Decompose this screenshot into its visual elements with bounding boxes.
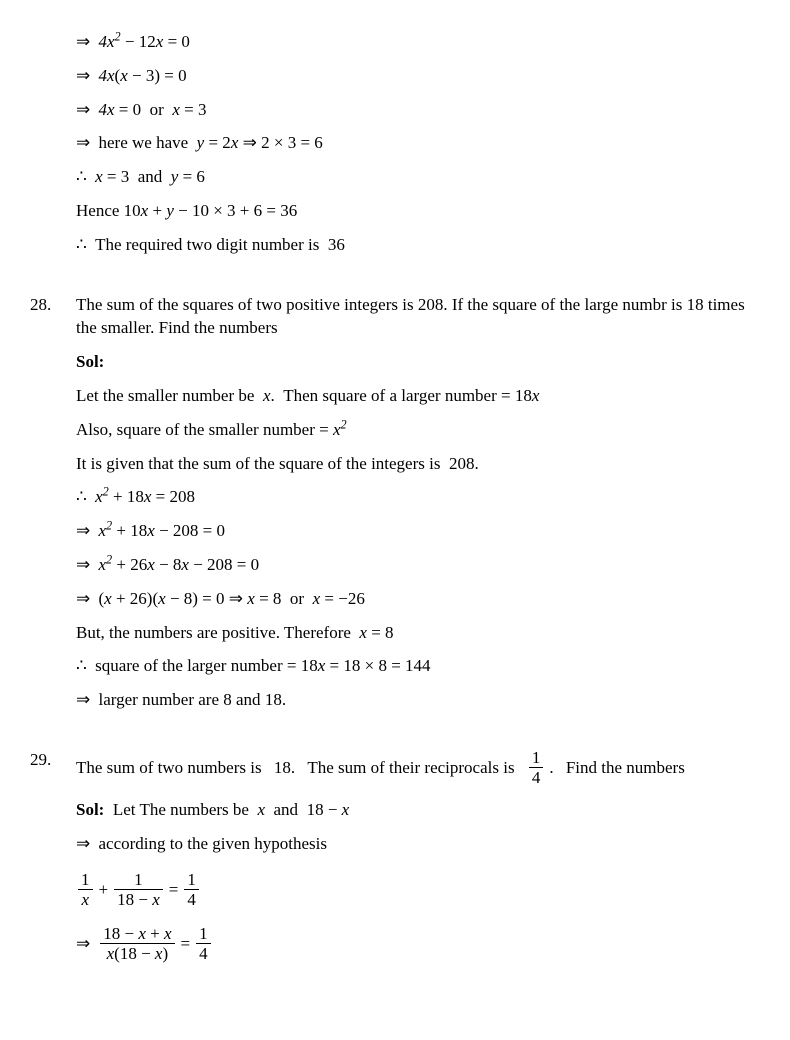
p28-l5: ⇒ x2 + 18x − 208 = 0 <box>76 519 760 543</box>
p28-l7: ⇒ (x + 26)(x − 8) = 0 ⇒ x = 8 or x = −26 <box>76 587 760 611</box>
p29-number: 29. <box>30 748 76 772</box>
p29-question: The sum of two numbers is 18. The sum of… <box>76 748 685 788</box>
p28-question: The sum of the squares of two positive i… <box>76 293 760 341</box>
problem-29: 29. The sum of two numbers is 18. The su… <box>30 748 760 964</box>
p27-l7: ∴ The required two digit number is 36 <box>76 233 760 257</box>
p29-l4: ⇒ 18 − x + x x(18 − x) = 1 4 <box>76 924 760 964</box>
p27-l5: ∴ x = 3 and y = 6 <box>76 165 760 189</box>
p27-body: ⇒ 4x2 − 12x = 0 ⇒ 4x(x − 3) = 0 ⇒ 4x = 0… <box>76 30 760 257</box>
frac-1-x: 1 x <box>76 870 95 910</box>
p28-l4: ∴ x2 + 18x = 208 <box>76 485 760 509</box>
p28-l8: But, the numbers are positive. Therefore… <box>76 621 760 645</box>
p29-body: Sol: Let The numbers be x and 18 − x ⇒ a… <box>76 798 760 964</box>
problem-27-cont: ⇒ 4x2 − 12x = 0 ⇒ 4x(x − 3) = 0 ⇒ 4x = 0… <box>30 30 760 257</box>
p28-sol-label: Sol: <box>76 350 760 374</box>
problem-28: 28. The sum of the squares of two positi… <box>30 293 760 712</box>
p28-body: Sol: Let the smaller number be x. Then s… <box>76 350 760 712</box>
p29-question-row: 29. The sum of two numbers is 18. The su… <box>30 748 760 788</box>
p28-question-row: 28. The sum of the squares of two positi… <box>30 293 760 341</box>
frac-1-4: 1 4 <box>527 748 546 788</box>
p28-number: 28. <box>30 293 76 317</box>
frac-big: 18 − x + x x(18 − x) <box>98 924 176 964</box>
p28-l9: ∴ square of the larger number = 18x = 18… <box>76 654 760 678</box>
p27-l4: ⇒ here we have y = 2x ⇒ 2 × 3 = 6 <box>76 131 760 155</box>
p29-l3: 1 x + 1 18 − x = 1 4 <box>76 870 760 910</box>
frac-1-4-c: 1 4 <box>194 924 213 964</box>
p27-l2: ⇒ 4x(x − 3) = 0 <box>76 64 760 88</box>
p27-l6: Hence 10x + y − 10 × 3 + 6 = 36 <box>76 199 760 223</box>
p28-l3: It is given that the sum of the square o… <box>76 452 760 476</box>
p28-l1: Let the smaller number be x. Then square… <box>76 384 760 408</box>
p29-sol-line: Sol: Let The numbers be x and 18 − x <box>76 798 760 822</box>
frac-1-18mx: 1 18 − x <box>112 870 165 910</box>
p28-l6: ⇒ x2 + 26x − 8x − 208 = 0 <box>76 553 760 577</box>
p27-l1: ⇒ 4x2 − 12x = 0 <box>76 30 760 54</box>
p28-l10: ⇒ larger number are 8 and 18. <box>76 688 760 712</box>
p27-l3: ⇒ 4x = 0 or x = 3 <box>76 98 760 122</box>
p29-l2: ⇒ according to the given hypothesis <box>76 832 760 856</box>
frac-1-4-b: 1 4 <box>182 870 201 910</box>
p28-l2: Also, square of the smaller number = x2 <box>76 418 760 442</box>
